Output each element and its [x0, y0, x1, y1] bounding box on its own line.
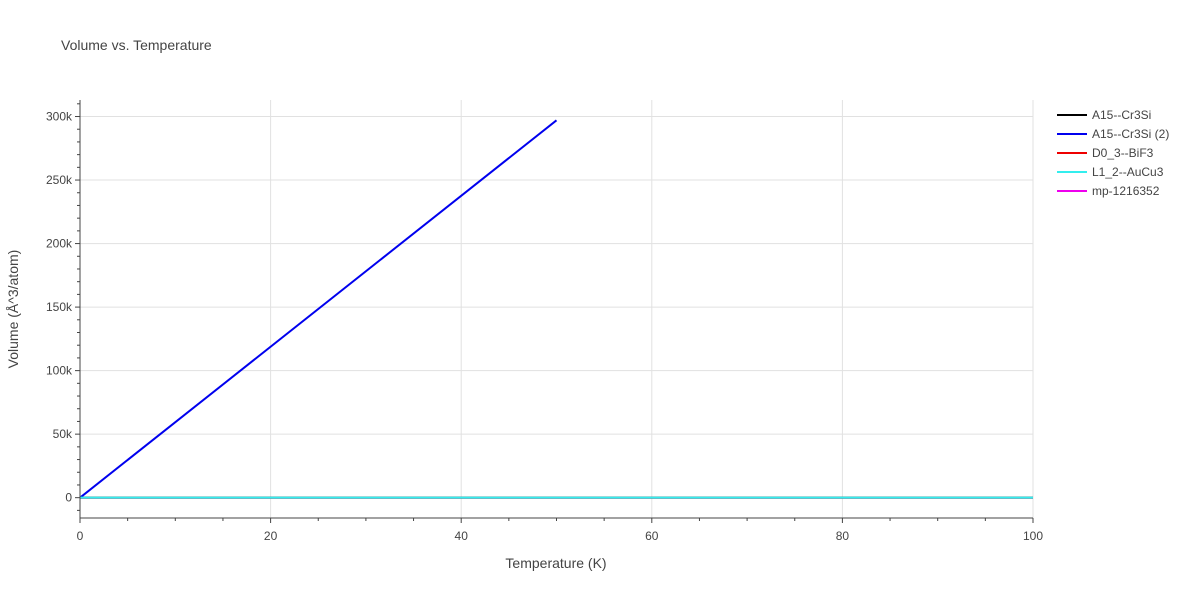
x-tick-label: 60 — [645, 529, 659, 543]
y-tick-label: 100k — [46, 364, 73, 378]
y-tick-label: 300k — [46, 110, 73, 124]
legend-label-mp-1216352[interactable]: mp-1216352 — [1092, 184, 1160, 198]
x-tick-label: 100 — [1023, 529, 1043, 543]
x-tick-labels: 0 20 40 60 80 100 — [77, 529, 1044, 543]
y-tick-label: 250k — [46, 173, 73, 187]
x-tick-label: 0 — [77, 529, 84, 543]
legend-label-l1-2-aucu3[interactable]: L1_2--AuCu3 — [1092, 165, 1164, 179]
y-axis-title: Volume (Å^3/atom) — [5, 250, 21, 369]
chart-title: Volume vs. Temperature — [61, 37, 212, 53]
legend-label-d0-3-bif3[interactable]: D0_3--BiF3 — [1092, 146, 1154, 160]
y-tick-label: 0 — [65, 491, 72, 505]
x-tick-label: 40 — [455, 529, 469, 543]
legend-label-a15-cr3si[interactable]: A15--Cr3Si — [1092, 108, 1151, 122]
x-tick-label: 80 — [836, 529, 850, 543]
y-tick-label: 150k — [46, 300, 73, 314]
legend: A15--Cr3Si A15--Cr3Si (2) D0_3--BiF3 L1_2--… — [1057, 108, 1169, 198]
legend-label-a15-cr3si-2[interactable]: A15--Cr3Si (2) — [1092, 127, 1169, 141]
axes — [75, 100, 1034, 523]
series-lines — [79, 119, 1033, 499]
grid — [80, 100, 1034, 518]
y-tick-labels: 0 50k 100k 150k 200k 250k 300k — [46, 110, 73, 505]
x-axis-title: Temperature (K) — [505, 555, 606, 571]
x-tick-label: 20 — [264, 529, 278, 543]
series-line-a15-cr3si-2 — [79, 119, 558, 499]
y-tick-label: 200k — [46, 237, 73, 251]
y-tick-label: 50k — [53, 427, 73, 441]
